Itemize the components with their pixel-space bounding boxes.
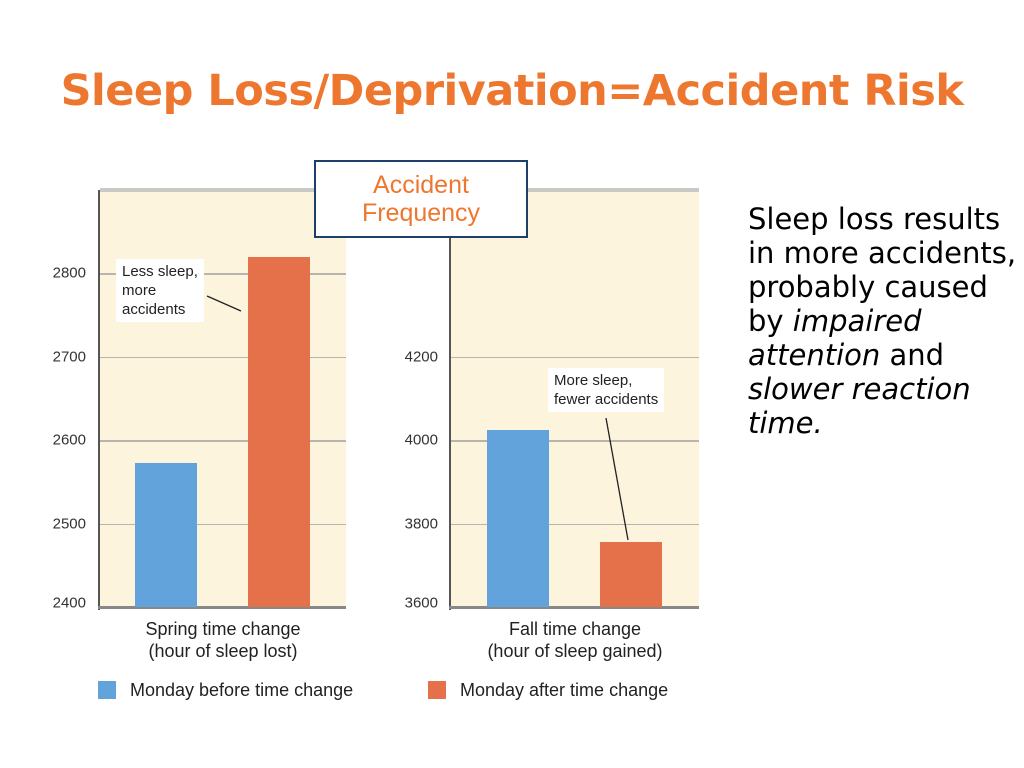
legend-swatch-before — [98, 681, 116, 699]
spring-gridline — [100, 273, 346, 275]
spring-chart-top-border — [100, 188, 346, 192]
fall-chart-y-axis — [449, 190, 451, 610]
fall-chart-x-axis — [449, 606, 699, 609]
legend-label-after: Monday after time change — [460, 679, 669, 700]
spring-bar-before — [135, 463, 197, 607]
legend-label-before: Monday before time change — [130, 679, 354, 700]
side-text-emphasis-1: impaired attention — [748, 304, 922, 372]
spring-y-tick-label: 2700 — [52, 348, 86, 365]
spring-category-label: Spring time change (hour of sleep lost) — [145, 619, 301, 661]
fall-gridline — [451, 523, 699, 525]
accident-frequency-box: Accident Frequency — [314, 160, 528, 238]
side-text-main: Sleep loss results in more accidents, pr… — [748, 202, 1017, 338]
fall-category-label: Fall time change (hour of sleep gained) — [487, 619, 663, 661]
fall-chart-top-border — [451, 188, 699, 192]
legend-swatch-after — [428, 681, 446, 699]
fall-gridline — [451, 440, 699, 442]
slide-title: Sleep Loss/Deprivation=Accident Risk — [60, 66, 964, 116]
fall-annotation: More sleep, fewer accidents — [548, 368, 665, 412]
spring-annotation: Less sleep, more accidents — [116, 259, 204, 322]
spring-bar-after — [248, 257, 310, 607]
spring-y-tick-label: 2500 — [52, 515, 86, 532]
side-explanation-text: Sleep loss results in more accidents, pr… — [748, 202, 1018, 440]
fall-bar-before — [487, 429, 549, 607]
spring-y-tick-label: 2800 — [52, 264, 86, 282]
spring-gridline — [100, 523, 346, 525]
side-text-connector: and — [889, 338, 945, 372]
fall-y-tick-label: 3800 — [404, 515, 438, 532]
fall-y-tick-label: 4200 — [404, 348, 438, 365]
spring-chart-y-axis — [98, 190, 100, 610]
fall-y-tick-label: 3600 — [404, 594, 438, 612]
legend-item-before: Monday before time change — [98, 678, 353, 702]
fall-y-tick-label: 4000 — [404, 431, 438, 449]
fall-gridline — [451, 356, 699, 358]
spring-gridline — [100, 440, 346, 442]
legend-item-after: Monday after time change — [428, 678, 668, 702]
spring-y-tick-label: 2600 — [52, 431, 86, 449]
fall-bar-after — [600, 542, 662, 607]
spring-chart-x-axis — [98, 606, 346, 609]
spring-y-tick-label: 2400 — [52, 594, 86, 612]
side-text-emphasis-2: slower reaction time. — [748, 372, 971, 440]
spring-gridline — [100, 356, 346, 358]
